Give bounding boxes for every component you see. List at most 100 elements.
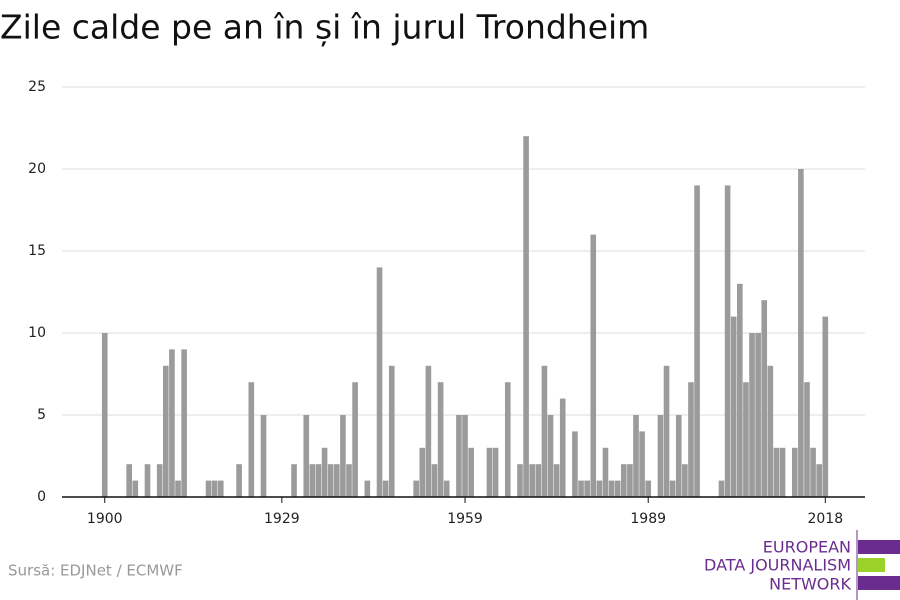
bar [718, 480, 725, 497]
bar [627, 464, 633, 497]
bar [486, 447, 493, 497]
bar [822, 316, 829, 497]
bar [364, 480, 371, 497]
bar [523, 136, 529, 497]
bar [492, 447, 499, 497]
bar [559, 398, 566, 497]
bar [437, 382, 444, 497]
bar [126, 464, 132, 497]
x-tick-label: 1929 [264, 511, 300, 527]
logo-text: DATA JOURNALISM [704, 556, 851, 575]
bar [541, 365, 548, 497]
bar [791, 447, 798, 497]
logo-bar [858, 540, 900, 554]
bar [169, 349, 175, 497]
bar [340, 415, 346, 497]
bar [761, 300, 768, 497]
bar [303, 415, 310, 497]
bar [217, 480, 224, 497]
logo-text: NETWORK [769, 575, 851, 594]
bar [462, 415, 468, 497]
chart-title: Zile calde pe an în și în jurul Trondhei… [0, 8, 649, 47]
bar [639, 431, 645, 497]
bar [352, 382, 358, 497]
logo-text: EUROPEAN [763, 538, 851, 557]
bar [779, 447, 786, 497]
bar [163, 365, 169, 497]
bar [260, 415, 267, 497]
bar [425, 365, 432, 497]
bar [211, 480, 218, 497]
y-tick-label: 5 [37, 407, 46, 423]
bar [620, 464, 627, 497]
bar [578, 480, 584, 497]
bar [816, 464, 823, 497]
bar [431, 464, 438, 497]
bar [504, 382, 511, 497]
bar [443, 480, 450, 497]
x-tick-label: 2018 [807, 511, 843, 527]
bar [535, 464, 542, 497]
bar [675, 415, 682, 497]
bar [346, 464, 352, 497]
bar [248, 382, 255, 497]
bar [767, 365, 774, 497]
bar [645, 480, 652, 497]
bar [468, 447, 474, 497]
bar [315, 464, 322, 497]
bar [608, 480, 615, 497]
bar [743, 382, 749, 497]
bar [584, 480, 590, 497]
bar [382, 480, 389, 497]
bar [413, 480, 419, 497]
bar [633, 415, 639, 497]
bar [101, 333, 108, 497]
bar [419, 447, 426, 497]
bar [175, 480, 181, 497]
bar [144, 464, 151, 497]
logo-bar [858, 576, 900, 590]
bar [590, 234, 597, 497]
bar [529, 464, 536, 497]
bar [663, 365, 670, 497]
x-tick-label: 1959 [447, 511, 483, 527]
x-tick-label: 1900 [87, 511, 123, 527]
bar [333, 464, 340, 497]
bar [321, 447, 328, 497]
bar [804, 382, 810, 497]
bar [614, 480, 621, 497]
source: Sursă: EDJNet / ECMWF [8, 562, 183, 580]
bar [156, 464, 163, 497]
bar [132, 480, 139, 497]
y-tick-label: 25 [28, 79, 46, 95]
bar [694, 185, 700, 497]
bar [181, 349, 187, 497]
bar [657, 415, 664, 497]
logo-bar [858, 558, 885, 572]
y-tick-label: 15 [28, 243, 46, 259]
bar [456, 415, 462, 497]
bar [517, 464, 523, 497]
bar [309, 464, 316, 497]
bar [596, 480, 603, 497]
bar [669, 480, 676, 497]
bar [291, 464, 297, 497]
bar [682, 464, 688, 497]
bar [810, 447, 816, 497]
bar [730, 316, 737, 497]
bar [547, 415, 554, 497]
y-tick-label: 0 [37, 489, 46, 505]
bar [376, 267, 383, 497]
bar [724, 185, 731, 497]
bar [327, 464, 334, 497]
bar [236, 464, 242, 497]
y-tick-label: 10 [28, 325, 46, 341]
bar [388, 365, 395, 497]
bar [553, 464, 560, 497]
bar [688, 382, 694, 497]
bar [755, 333, 761, 497]
bar [798, 169, 804, 497]
y-tick-label: 20 [28, 161, 46, 177]
x-tick-label: 1989 [630, 511, 666, 527]
